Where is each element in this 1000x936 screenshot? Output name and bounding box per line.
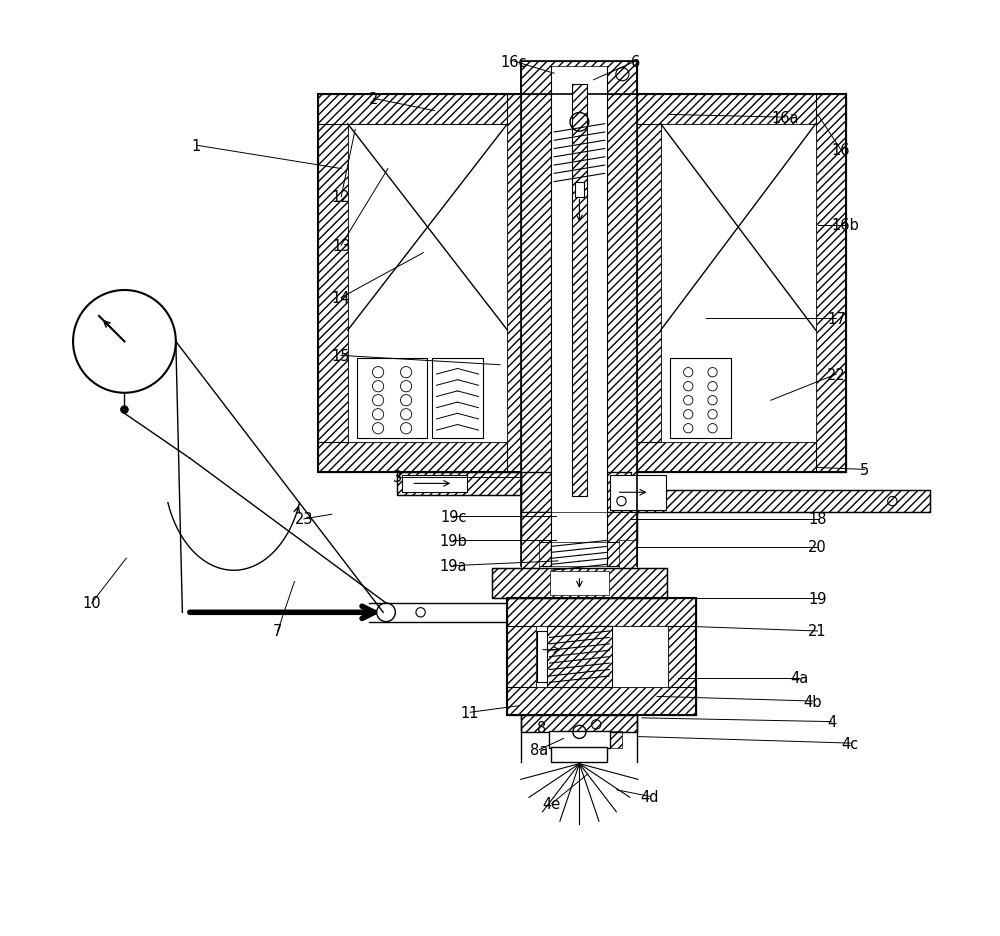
Bar xyxy=(432,358,483,438)
Bar xyxy=(318,95,537,124)
Text: 1: 1 xyxy=(192,139,201,154)
Text: 14: 14 xyxy=(332,291,350,306)
Bar xyxy=(492,569,667,599)
Text: 4c: 4c xyxy=(842,736,859,751)
Bar xyxy=(668,599,696,715)
Bar xyxy=(631,95,661,473)
Bar xyxy=(619,541,637,571)
Bar xyxy=(507,95,537,473)
Bar xyxy=(549,731,610,748)
Text: 10: 10 xyxy=(82,596,101,611)
Bar xyxy=(521,715,637,732)
Text: 16: 16 xyxy=(832,143,850,158)
Bar xyxy=(607,66,637,566)
Text: 6: 6 xyxy=(631,54,640,69)
Bar xyxy=(507,599,696,626)
Text: 4: 4 xyxy=(827,714,836,729)
Text: 16a: 16a xyxy=(771,110,799,125)
Text: 2: 2 xyxy=(369,92,379,107)
Text: 21: 21 xyxy=(808,623,827,638)
Bar xyxy=(402,475,467,492)
Text: 22: 22 xyxy=(827,367,846,382)
Text: 5: 5 xyxy=(860,462,869,477)
Circle shape xyxy=(121,406,128,414)
Bar xyxy=(551,66,607,566)
Bar xyxy=(547,626,612,687)
Bar xyxy=(521,541,539,571)
Bar xyxy=(318,95,348,473)
Bar xyxy=(397,473,521,495)
Bar xyxy=(551,513,607,543)
Bar xyxy=(661,124,816,443)
Bar xyxy=(507,599,536,715)
Bar xyxy=(521,66,551,566)
Text: 7: 7 xyxy=(273,623,282,638)
Text: 18: 18 xyxy=(808,512,827,527)
Bar xyxy=(549,731,564,748)
Text: 20: 20 xyxy=(808,540,827,555)
Bar xyxy=(631,490,930,513)
Text: 15: 15 xyxy=(332,348,350,363)
Bar xyxy=(521,715,637,732)
Text: 13: 13 xyxy=(332,239,350,254)
Bar xyxy=(551,747,607,762)
Text: 12: 12 xyxy=(332,190,350,205)
Bar xyxy=(537,631,582,682)
Bar xyxy=(521,62,637,95)
Text: 4b: 4b xyxy=(804,694,822,709)
Bar xyxy=(357,358,427,438)
Text: 8a: 8a xyxy=(530,742,548,757)
Bar xyxy=(550,572,609,596)
Bar xyxy=(610,475,666,510)
Text: 4e: 4e xyxy=(542,797,561,812)
Text: 8: 8 xyxy=(537,720,547,735)
Bar xyxy=(670,358,731,438)
Text: 23: 23 xyxy=(295,512,313,527)
Bar xyxy=(572,85,587,496)
Text: 19c: 19c xyxy=(440,509,467,524)
Text: 19b: 19b xyxy=(439,534,467,548)
Text: 4d: 4d xyxy=(640,789,659,804)
Text: 3: 3 xyxy=(393,470,402,485)
Bar xyxy=(547,626,612,687)
Bar xyxy=(521,513,551,543)
Bar xyxy=(631,95,846,473)
Bar xyxy=(318,95,537,473)
Bar xyxy=(575,183,584,197)
Bar xyxy=(318,443,537,473)
Bar xyxy=(816,95,846,473)
Bar xyxy=(397,473,521,495)
Bar xyxy=(348,124,507,443)
Bar xyxy=(631,95,846,124)
Text: 19: 19 xyxy=(808,592,827,607)
Bar xyxy=(536,626,668,687)
Bar xyxy=(607,731,622,748)
Bar xyxy=(521,473,631,513)
Bar xyxy=(631,443,846,473)
Bar xyxy=(607,513,637,543)
Text: 19a: 19a xyxy=(440,559,467,574)
Bar xyxy=(631,490,930,513)
Text: 16b: 16b xyxy=(832,218,860,233)
Bar xyxy=(492,569,667,599)
Text: 11: 11 xyxy=(461,705,479,720)
Bar xyxy=(521,62,637,95)
Text: 17: 17 xyxy=(827,311,846,326)
Bar xyxy=(507,599,696,715)
Text: 4a: 4a xyxy=(790,670,808,685)
Bar xyxy=(572,85,587,496)
Bar xyxy=(507,687,696,715)
Bar xyxy=(521,473,631,513)
Text: 16c: 16c xyxy=(501,54,527,69)
